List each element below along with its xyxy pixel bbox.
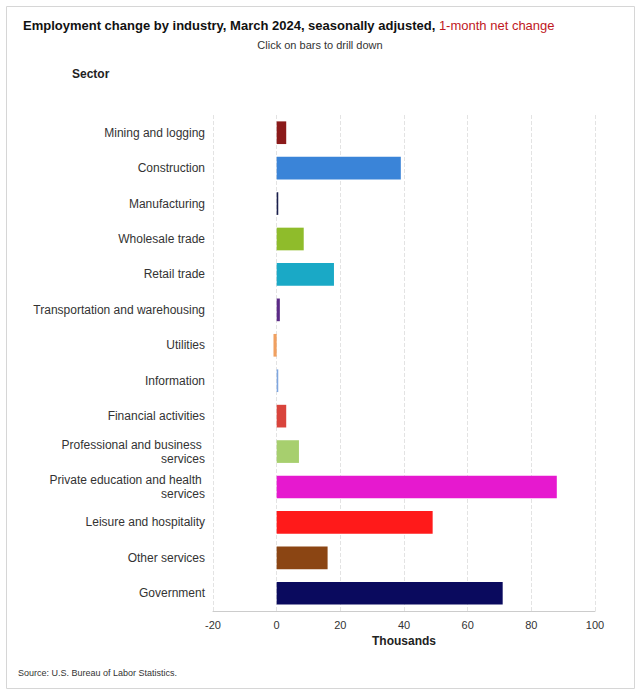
svg-text:Source: U.S. Bureau of Labor S: Source: U.S. Bureau of Labor Statistics. [18,668,177,678]
svg-text:Transportation and warehousing: Transportation and warehousing [33,303,205,317]
svg-text:Other services: Other services [128,551,205,565]
svg-text:Professional and business: Professional and business [62,438,205,452]
svg-text:-20: -20 [205,619,221,631]
svg-text:Information: Information [145,374,205,388]
svg-text:Utilities: Utilities [166,338,205,352]
svg-text:services: services [161,452,205,466]
svg-text:Government: Government [139,586,206,600]
svg-text:Wholesale trade: Wholesale trade [118,232,205,246]
svg-text:100: 100 [586,619,604,631]
svg-text:Construction: Construction [138,161,205,175]
svg-text:Sector: Sector [72,67,110,81]
svg-text:Mining and logging: Mining and logging [104,126,205,140]
svg-text:services: services [161,487,205,501]
svg-text:1-month net change: 1-month net change [439,18,555,33]
svg-text:40: 40 [398,619,410,631]
svg-text:Retail trade: Retail trade [144,267,206,281]
svg-text:60: 60 [462,619,474,631]
svg-text:Leisure and hospitality: Leisure and hospitality [86,515,205,529]
svg-text:80: 80 [525,619,537,631]
svg-text:Employment change by industry,: Employment change by industry, March 202… [23,18,439,33]
svg-text:Manufacturing: Manufacturing [129,197,205,211]
svg-text:Private education and health: Private education and health [50,473,205,487]
svg-text:0: 0 [274,619,280,631]
svg-text:Click on bars to drill down: Click on bars to drill down [257,39,382,51]
svg-text:20: 20 [334,619,346,631]
svg-text:Financial activities: Financial activities [108,409,205,423]
svg-text:Thousands: Thousands [372,634,436,648]
